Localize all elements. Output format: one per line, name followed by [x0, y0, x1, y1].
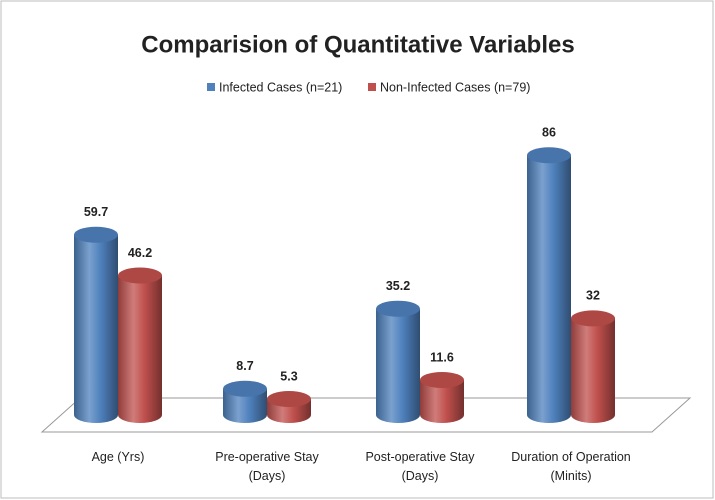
x-tick-label: Pre-operative Stay (Days)	[215, 450, 319, 483]
data-label: 8.7	[236, 359, 253, 373]
bar	[376, 300, 420, 423]
x-tick-label: Duration of Operation (Minits)	[511, 450, 631, 483]
legend-swatch	[207, 83, 215, 91]
data-label: 32	[586, 289, 600, 303]
data-label: 35.2	[386, 279, 410, 293]
data-label: 46.2	[128, 246, 152, 260]
data-label: 5.3	[280, 369, 297, 383]
x-tick-label: Age (Yrs)	[91, 450, 145, 464]
x-tick-label: Post-operative Stay (Days)	[365, 450, 475, 483]
legend-label: Non-Infected Cases (n=79)	[380, 80, 530, 94]
bar	[527, 147, 571, 423]
data-label: 86	[542, 126, 556, 140]
bar	[223, 380, 267, 423]
bar	[420, 371, 464, 423]
data-label: 11.6	[430, 350, 454, 364]
data-label: 59.7	[84, 205, 108, 219]
bar	[571, 310, 615, 423]
chart-title: Comparision of Quantitative Variables	[141, 31, 574, 58]
bar	[267, 390, 311, 423]
legend-swatch	[368, 83, 376, 91]
legend-label: Infected Cases (n=21)	[219, 80, 342, 94]
bar	[74, 226, 118, 423]
bar	[118, 267, 162, 423]
